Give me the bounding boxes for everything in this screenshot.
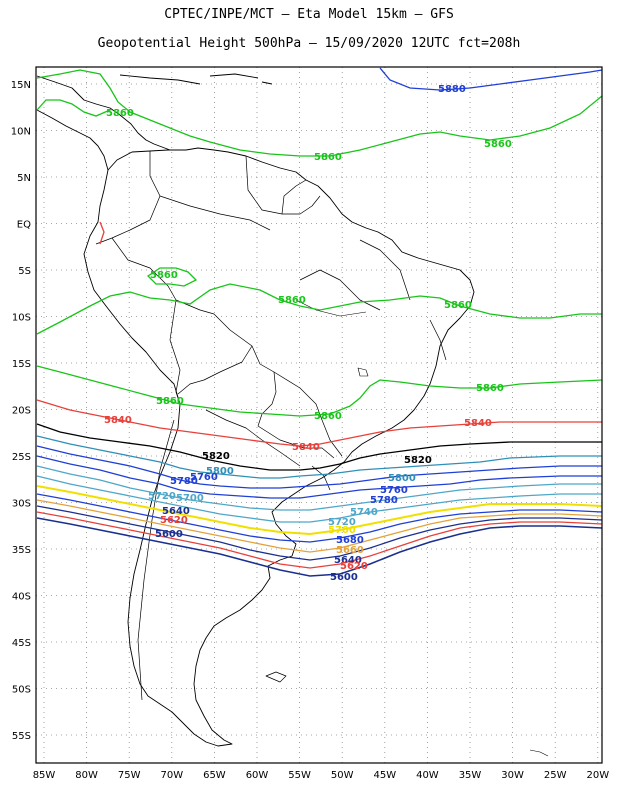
contour-5620 xyxy=(36,511,603,569)
contour-5820 xyxy=(36,423,602,471)
contour-5860-loop xyxy=(36,99,111,117)
label-5640: 5640 xyxy=(162,506,190,517)
label-5720: 5720 xyxy=(148,491,176,502)
lat-tick-label: 15S xyxy=(12,359,31,370)
contour-5720 xyxy=(36,475,602,523)
label-5860: 5860 xyxy=(484,139,512,150)
contour-5800 xyxy=(36,435,602,479)
lat-tick-label: 35S xyxy=(12,545,31,556)
lon-tick-label: 40W xyxy=(416,770,439,781)
lon-tick-label: 60W xyxy=(246,770,269,781)
contour-labels: 5880 5860 5860 5860 5860 5860 5860 5860 … xyxy=(104,84,512,583)
label-5860: 5860 xyxy=(314,411,342,422)
label-5720: 5720 xyxy=(328,517,356,528)
contour-5840-andes xyxy=(99,221,105,245)
label-5860: 5860 xyxy=(314,152,342,163)
lon-tick-label: 75W xyxy=(118,770,141,781)
label-5800: 5800 xyxy=(388,473,416,484)
lon-tick-label: 20W xyxy=(586,770,609,781)
label-5760: 5760 xyxy=(190,472,218,483)
lon-tick-label: 30W xyxy=(501,770,524,781)
lon-tick-label: 25W xyxy=(544,770,567,781)
contour-5860-mid xyxy=(36,283,602,335)
lat-tick-label: EQ xyxy=(17,220,31,231)
contour-5860-loop2 xyxy=(146,267,198,287)
label-5700: 5700 xyxy=(176,493,204,504)
label-5820: 5820 xyxy=(404,455,432,466)
contour-5700 xyxy=(36,485,603,536)
label-5880: 5880 xyxy=(438,84,466,95)
label-5860: 5860 xyxy=(278,295,306,306)
lon-tick-label: 55W xyxy=(288,770,311,781)
lat-tick-label: 25S xyxy=(12,452,31,463)
lat-tick-label: 40S xyxy=(12,592,31,603)
title-field: Geopotential Height 500hPa – 15/09/2020 … xyxy=(97,36,521,51)
lon-tick-label: 70W xyxy=(160,770,183,781)
map-frame xyxy=(35,66,603,764)
label-5840: 5840 xyxy=(104,415,132,426)
lat-tick-label: 50S xyxy=(12,685,31,696)
label-5860: 5860 xyxy=(150,270,178,281)
lat-tick-label: 45S xyxy=(12,638,31,649)
south-america-outline xyxy=(83,147,475,747)
lon-tick-label: 85W xyxy=(33,770,56,781)
label-5700: 5700 xyxy=(328,525,356,536)
label-5620: 5620 xyxy=(160,515,188,526)
lat-tick-label: 55S xyxy=(12,731,31,742)
contour-5780 xyxy=(36,445,602,489)
label-5740: 5740 xyxy=(350,507,378,518)
contour-5860-north xyxy=(36,69,603,157)
label-5640: 5640 xyxy=(334,555,362,566)
lat-tick-label: 5N xyxy=(17,173,31,184)
lat-tick-label: 15N xyxy=(11,80,31,91)
label-5760: 5760 xyxy=(380,485,408,496)
label-5860: 5860 xyxy=(476,383,504,394)
label-5620: 5620 xyxy=(340,561,368,572)
lat-lon-grid xyxy=(36,67,602,763)
label-5600: 5600 xyxy=(155,529,183,540)
contour-5860-south xyxy=(36,365,603,417)
label-5860: 5860 xyxy=(156,396,184,407)
coastline xyxy=(36,73,549,757)
lon-tick-label: 50W xyxy=(331,770,354,781)
contour-5740 xyxy=(36,465,602,511)
lat-tick-label: 10N xyxy=(11,127,31,138)
contour-5640 xyxy=(36,505,603,561)
label-5680: 5680 xyxy=(336,535,364,546)
label-5660: 5660 xyxy=(336,545,364,556)
lat-tick-label: 30S xyxy=(12,499,31,510)
label-5840: 5840 xyxy=(292,442,320,453)
label-5780: 5780 xyxy=(370,495,398,506)
contour-5880 xyxy=(379,67,603,91)
lon-tick-label: 45W xyxy=(373,770,396,781)
contour-5660 xyxy=(36,499,603,553)
latitude-axis: 15N 10N 5N EQ 5S 10S 15S 20S 25S 30S 35S 40S 45S 50S 5… xyxy=(11,80,31,742)
contour-5600 xyxy=(36,517,603,577)
lat-tick-label: 5S xyxy=(18,266,31,277)
contour-5840 xyxy=(36,399,602,447)
contours xyxy=(36,67,603,577)
lon-tick-label: 65W xyxy=(203,770,226,781)
longitude-axis: 85W 80W 75W 70W 65W 60W 55W 50W 45W 40W 35W 30W 25W 2… xyxy=(33,770,610,781)
title-model: CPTEC/INPE/MCT – Eta Model 15km – GFS xyxy=(164,7,454,22)
country-borders xyxy=(95,151,447,701)
label-5820: 5820 xyxy=(202,451,230,462)
label-5800: 5800 xyxy=(206,466,234,477)
label-5840: 5840 xyxy=(464,418,492,429)
contour-5760 xyxy=(36,455,602,499)
label-5860: 5860 xyxy=(106,108,134,119)
label-5860: 5860 xyxy=(444,300,472,311)
contour-5680 xyxy=(36,493,603,543)
lon-tick-label: 35W xyxy=(459,770,482,781)
label-5600: 5600 xyxy=(330,572,358,583)
lat-tick-label: 10S xyxy=(12,313,31,324)
label-5780: 5780 xyxy=(170,476,198,487)
lon-tick-label: 80W xyxy=(75,770,98,781)
lat-tick-label: 20S xyxy=(12,406,31,417)
